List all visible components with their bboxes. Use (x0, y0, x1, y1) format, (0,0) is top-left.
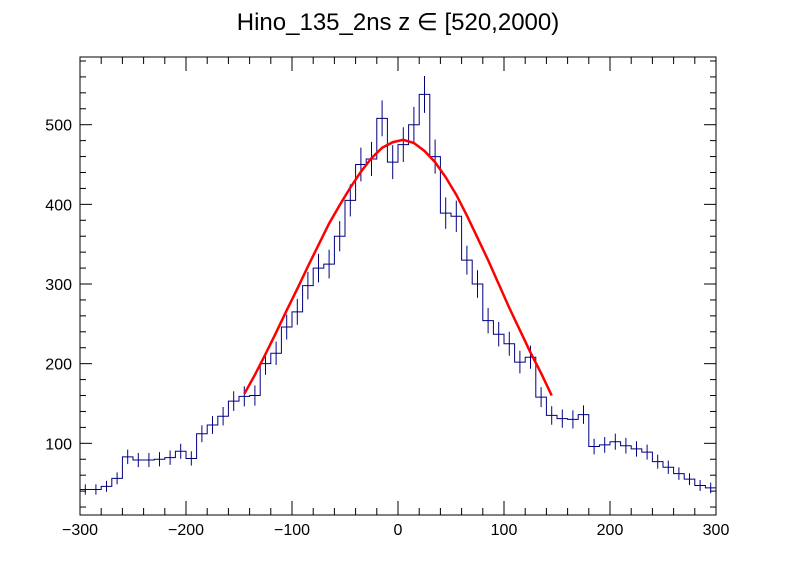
y-tick-label: 500 (45, 118, 72, 135)
x-tick-label: 0 (394, 522, 403, 539)
y-tick-label: 100 (45, 436, 72, 453)
x-tick-label: 100 (491, 522, 518, 539)
fit-curve (243, 138, 553, 397)
plot-frame (79, 56, 717, 516)
axis-ticks (79, 57, 717, 515)
x-tick-label: −200 (168, 522, 204, 539)
x-tick-label: −300 (62, 522, 98, 539)
y-tick-label: 200 (45, 357, 72, 374)
error-bars (84, 75, 712, 495)
x-tick-labels: −300 −200 −100 0 100 200 300 (62, 522, 729, 539)
chart-title: Hino_135_2ns z ∈ [520,2000) (237, 9, 559, 36)
x-tick-label: 300 (703, 522, 730, 539)
x-tick-label: −100 (274, 522, 310, 539)
histogram-steps (80, 93, 716, 491)
y-tick-label: 400 (45, 197, 72, 214)
x-tick-label: 200 (597, 522, 624, 539)
y-tick-labels: 100 200 300 400 500 (45, 118, 72, 454)
y-tick-label: 300 (45, 277, 72, 294)
